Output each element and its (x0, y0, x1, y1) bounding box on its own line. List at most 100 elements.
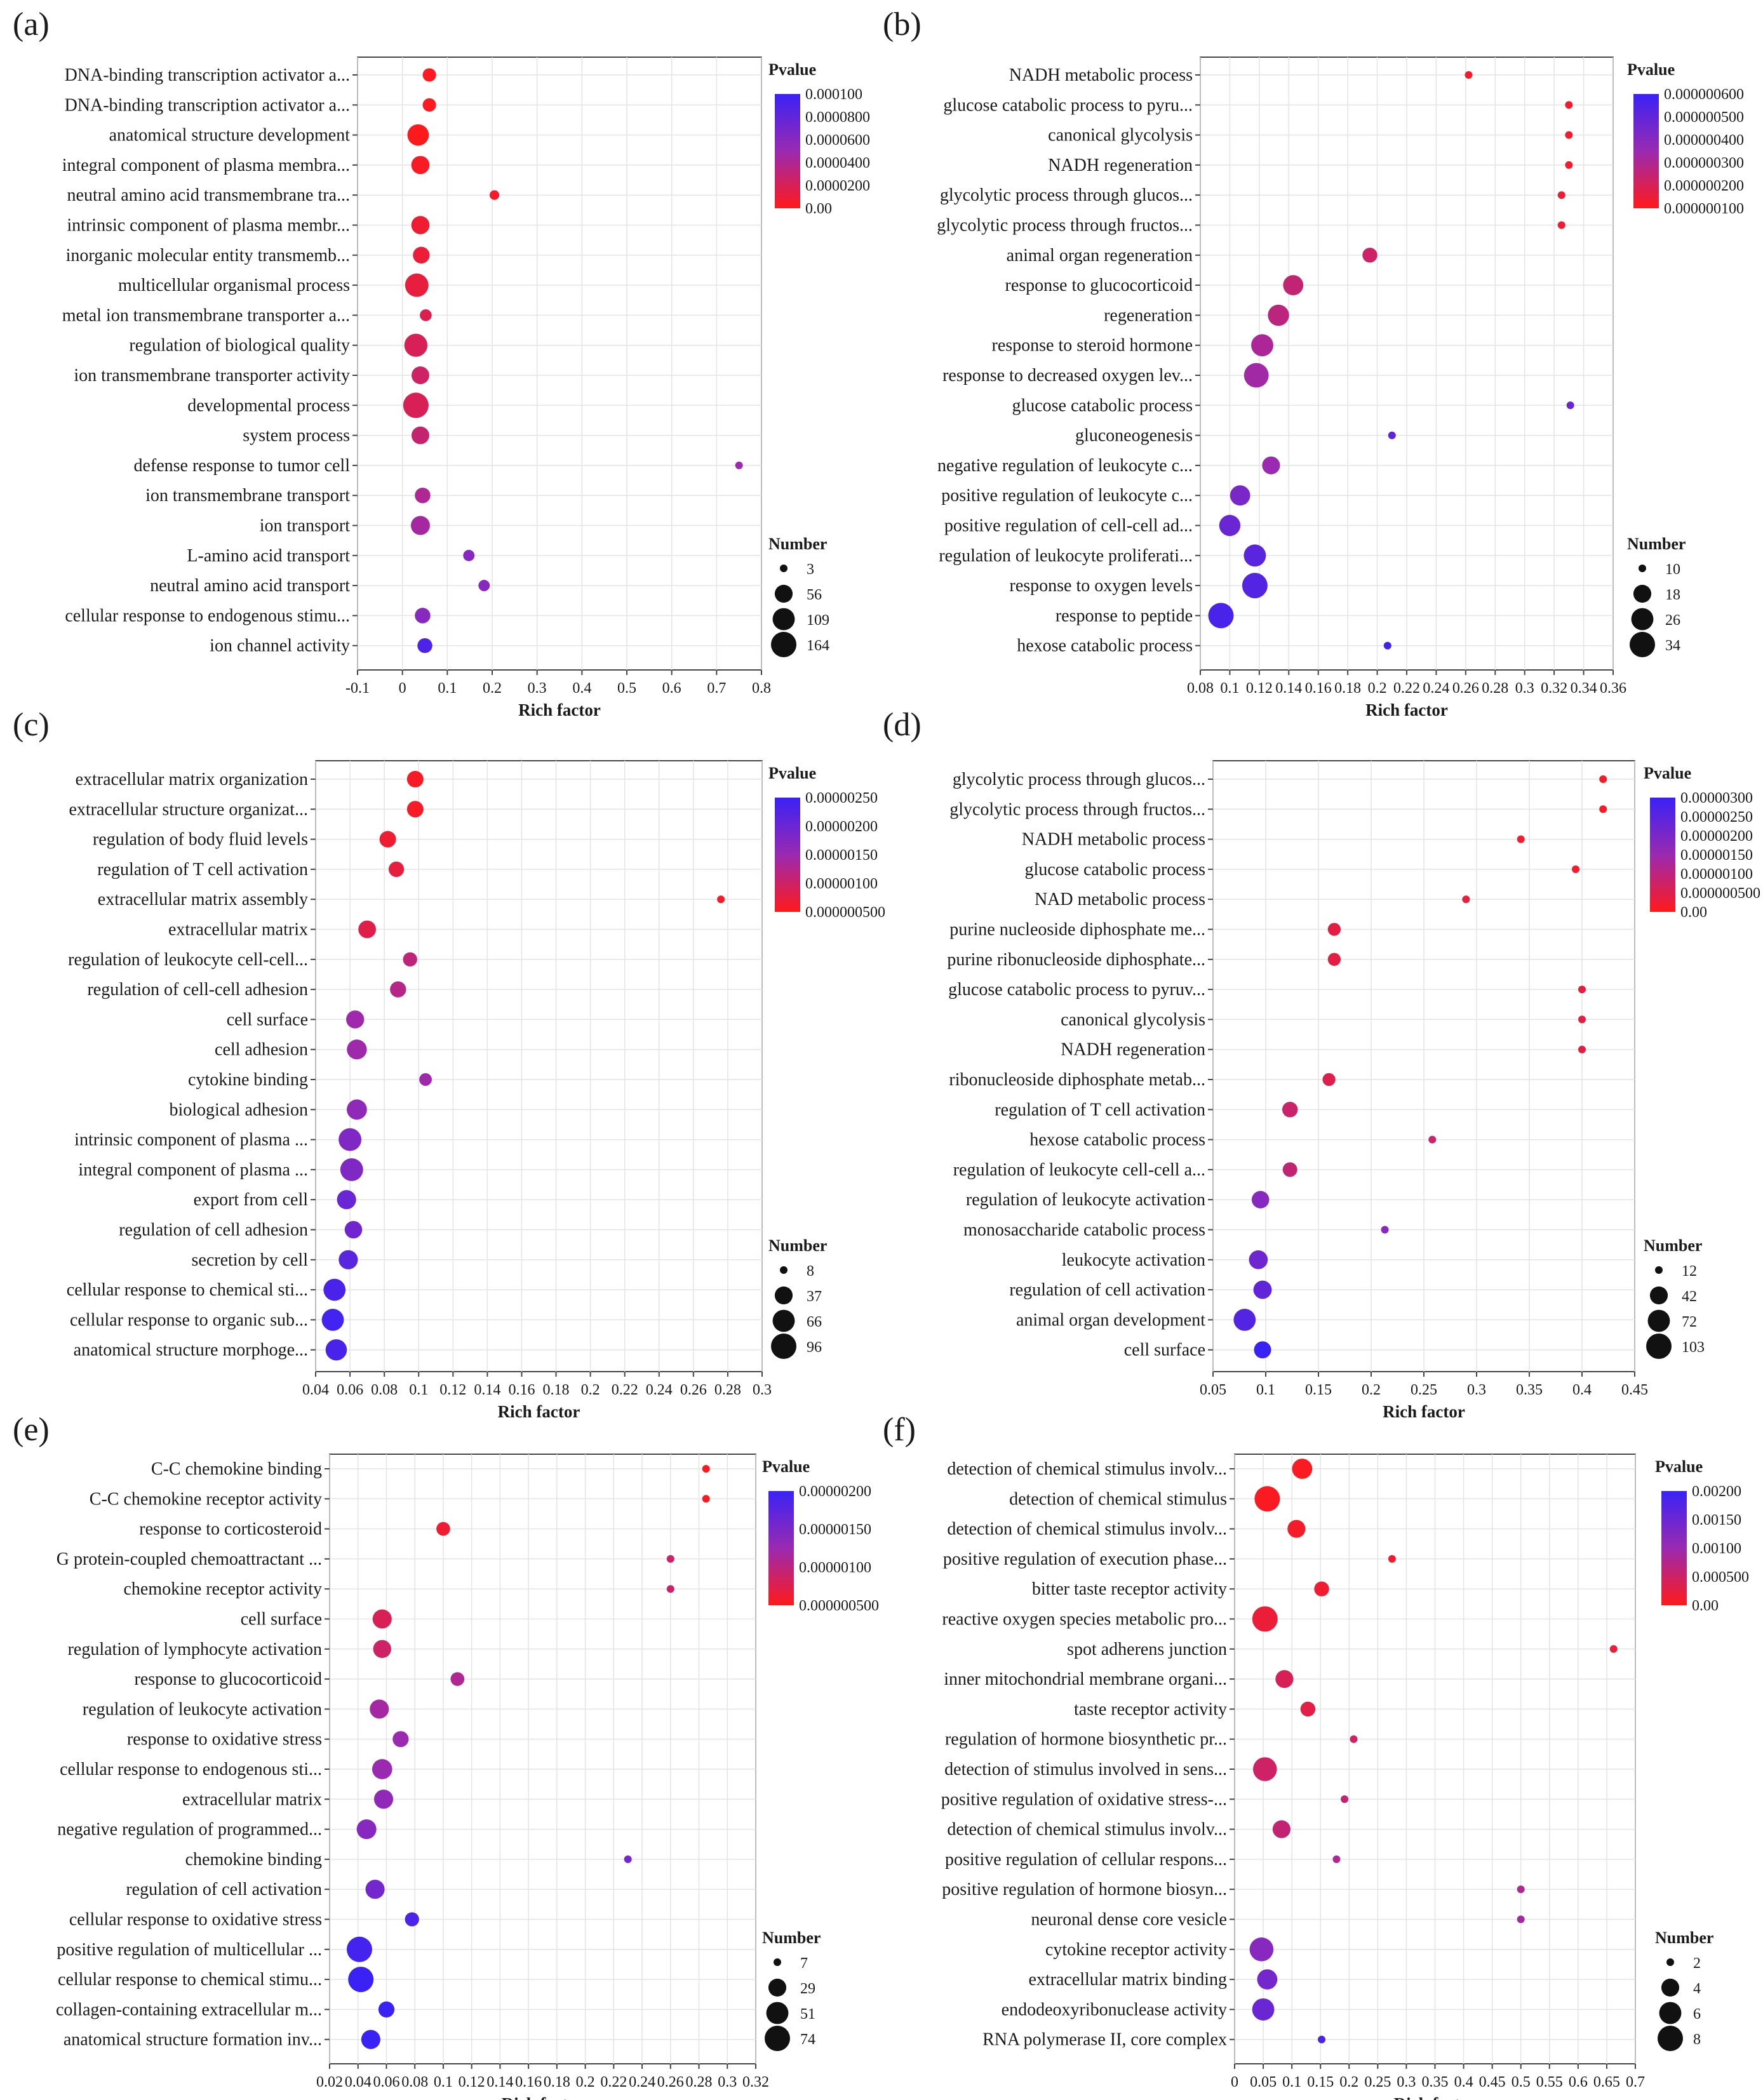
term-label: glucose catabolic process to pyruv... (948, 980, 1205, 1000)
number-legend-bubble (772, 608, 795, 631)
bubble-point (419, 1073, 432, 1086)
number-legend-label: 51 (800, 2006, 815, 2023)
bubble-point (1252, 1606, 1278, 1632)
bubble-point (1254, 1486, 1280, 1512)
bubble-point (1318, 2035, 1326, 2043)
x-tick-label: 0.1 (438, 680, 457, 697)
term-label: regulation of T cell activation (995, 1100, 1205, 1120)
number-legend-label: 8 (1693, 2031, 1701, 2048)
number-legend-bubble (774, 1286, 793, 1305)
term-label: negative regulation of programmed... (57, 1820, 322, 1840)
term-label: cellular response to endogenous sti... (60, 1760, 322, 1779)
term-label: negative regulation of leukocyte c... (937, 456, 1193, 476)
bubble-point (1253, 1280, 1272, 1299)
bubble-point (489, 190, 500, 200)
panel-d: (d) glycolytic process through glucos... g… (883, 707, 1760, 1421)
number-legend-bubble (1639, 565, 1646, 572)
bubble-point (624, 1855, 632, 1863)
number-legend-label: 74 (800, 2031, 815, 2048)
term-label: chemokine binding (185, 1850, 322, 1869)
bubble-point (1388, 431, 1396, 439)
term-label: cytokine receptor activity (1045, 1940, 1227, 1960)
bubble-point (422, 98, 436, 112)
term-label: cellular response to endogenous stimu... (65, 606, 350, 625)
x-tick-label: 0.26 (657, 2074, 684, 2090)
number-legend-title: Number (1627, 535, 1686, 553)
pvalue-legend-label: 0.0000200 (805, 178, 870, 194)
pvalue-legend-label: 0.00000200 (1680, 828, 1753, 845)
term-label: gluconeogenesis (1075, 426, 1193, 446)
term-label: system process (243, 426, 350, 446)
bubble-point (373, 1789, 394, 1809)
bubble-point (404, 333, 428, 357)
term-label: NAD metabolic process (1035, 890, 1205, 909)
term-label: glucose catabolic process (1024, 860, 1205, 879)
x-tick-label: 0.22 (600, 2074, 627, 2090)
number-legend-bubble (780, 565, 788, 572)
pvalue-legend-label: 0.000100 (805, 86, 862, 103)
bubble-point (415, 608, 431, 624)
number-legend-bubble (1658, 2026, 1683, 2051)
x-tick-label: 0.16 (1305, 680, 1332, 697)
bubble-point (406, 771, 424, 787)
term-label: NADH regeneration (1061, 1040, 1205, 1060)
pvalue-color-bar (775, 94, 800, 208)
bubble-point (405, 273, 429, 297)
bubble-point (346, 1936, 372, 1962)
pvalue-color-bar (1633, 94, 1659, 208)
x-tick-label: 0.24 (646, 1382, 673, 1398)
pvalue-legend-label: 0.000000500 (1680, 885, 1760, 902)
x-tick-label: 0.2 (1368, 680, 1387, 697)
x-tick-label: 0.3 (1515, 680, 1534, 697)
plot-frame (357, 57, 762, 671)
bubble-point (1517, 1915, 1525, 1923)
bubble-point (325, 1339, 347, 1361)
bubble-point (411, 426, 429, 445)
term-label: ion transmembrane transport (145, 486, 350, 505)
bubble-point (1565, 161, 1573, 169)
bubble-point (1388, 1555, 1396, 1563)
number-legend-label: 4 (1693, 1981, 1701, 1997)
x-tick-label: 0.3 (753, 1382, 772, 1398)
term-label: ribonucleoside diphosphate metab... (949, 1070, 1205, 1090)
term-label: response to glucocorticoid (1005, 276, 1193, 295)
bubble-point (436, 1521, 450, 1536)
bubble-point (1287, 1520, 1306, 1538)
pvalue-legend-title: Pvalue (1655, 1457, 1703, 1476)
term-label: ion transport (260, 516, 351, 536)
x-tick-label: 0 (399, 680, 406, 697)
x-tick-label: 0.5 (617, 680, 636, 697)
number-legend-bubble (771, 1334, 796, 1359)
number-legend-label: 96 (807, 1339, 822, 1356)
bubble-point (1381, 1226, 1389, 1234)
number-legend-bubble (768, 1978, 787, 1997)
term-label: ion transmembrane transporter activity (74, 366, 350, 385)
term-label: positive regulation of cell-cell ad... (944, 516, 1193, 536)
bubble-point (337, 1190, 356, 1210)
bubble-point (1230, 485, 1250, 506)
x-tick-label: 0.25 (1364, 2074, 1391, 2090)
pvalue-legend-label: 0.000000600 (1664, 86, 1744, 103)
x-tick-label: 0.3 (1467, 1382, 1486, 1398)
term-label: animal organ development (1016, 1310, 1205, 1330)
bubble-point (346, 1099, 367, 1120)
term-label: regulation of lymphocyte activation (68, 1640, 322, 1659)
bubble-point (717, 895, 725, 904)
term-label: purine ribonucleoside diphosphate... (947, 950, 1205, 970)
bubble-point (403, 392, 429, 418)
term-label: NADH regeneration (1048, 156, 1193, 175)
pvalue-color-bar (775, 798, 800, 912)
x-tick-label: 0.2 (576, 2074, 595, 2090)
x-tick-label: 0.08 (401, 2074, 428, 2090)
x-tick-label: 0.45 (1621, 1382, 1648, 1398)
bubble-point (666, 1555, 674, 1563)
pvalue-legend-label: 0.0000800 (805, 109, 870, 126)
pvalue-legend-label: 0.000500 (1692, 1569, 1749, 1586)
bubble-point (358, 920, 377, 939)
bubble-point (356, 1819, 377, 1840)
bubble-point (344, 1221, 363, 1239)
bubble-point (1565, 101, 1573, 109)
number-legend-label: 26 (1665, 612, 1680, 629)
term-label: export from cell (194, 1190, 309, 1210)
bubble-point (1578, 1045, 1586, 1053)
